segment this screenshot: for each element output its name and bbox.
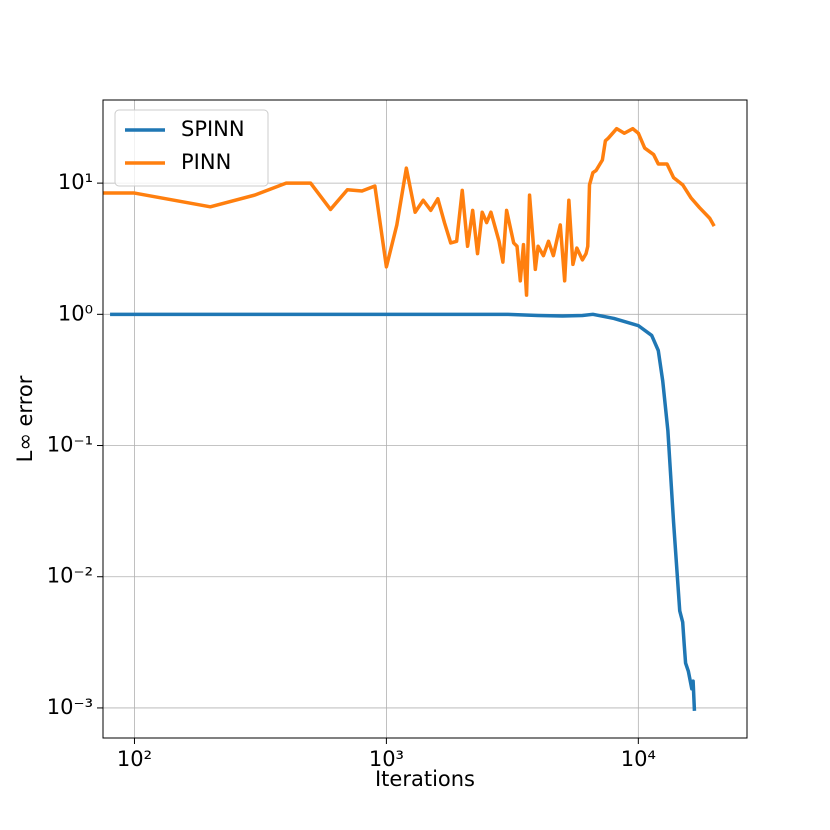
legend-label: PINN xyxy=(181,150,231,174)
y-tick-label: 10¹ xyxy=(58,170,93,194)
x-tick-label: 10⁴ xyxy=(621,747,656,771)
y-tick-label: 10⁰ xyxy=(58,301,93,325)
series-line xyxy=(103,126,716,297)
y-tick-label: 10⁻² xyxy=(47,564,93,588)
y-tick-label: 10⁻¹ xyxy=(47,433,93,457)
legend-label: SPINN xyxy=(181,117,245,141)
series-line xyxy=(110,312,697,711)
x-tick-label: 10³ xyxy=(369,747,404,771)
y-axis-label: L∞ error xyxy=(13,375,37,462)
x-axis-label: Iterations xyxy=(375,767,475,791)
plot-frame xyxy=(102,99,748,739)
x-tick-label: 10² xyxy=(117,747,152,771)
y-tick-label: 10⁻³ xyxy=(47,695,93,719)
